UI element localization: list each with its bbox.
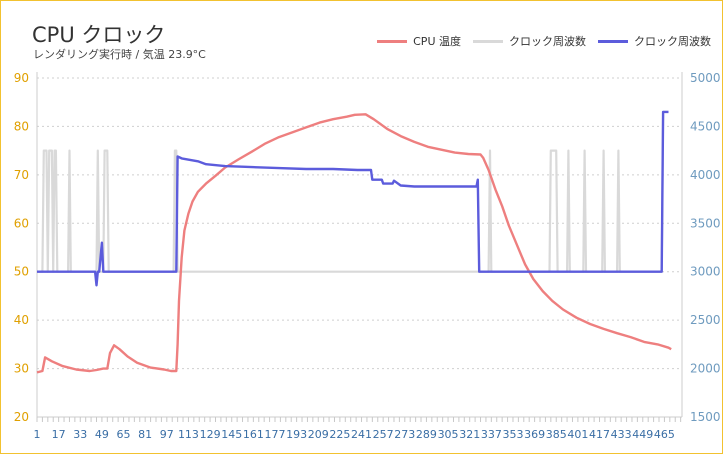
x-tick-label: 257 (373, 428, 394, 441)
series-line-temperature (36, 113, 672, 374)
y-right-tick-label: 1500 (690, 410, 721, 424)
x-tick-label: 177 (264, 428, 285, 441)
x-tick-label: 97 (160, 428, 174, 441)
x-tick-label: 289 (416, 428, 437, 441)
x-tick-label: 225 (329, 428, 350, 441)
x-tick-label: 337 (481, 428, 502, 441)
y-left-tick-label: 20 (14, 410, 29, 424)
y-left-tick-label: 60 (14, 216, 29, 230)
y-left-tick-label: 80 (14, 119, 29, 133)
x-tick-label: 145 (221, 428, 242, 441)
x-tick-label: 33 (73, 428, 87, 441)
x-tick-label: 321 (459, 428, 480, 441)
legend-swatch-clock-max (473, 39, 503, 43)
x-tick-label: 273 (394, 428, 415, 441)
chart-subtitle: レンダリング実行時 / 気温 23.9°C (33, 48, 206, 61)
x-tick-label: 81 (138, 428, 152, 441)
x-tick-label: 433 (611, 428, 632, 441)
legend-item-temperature[interactable]: CPU 温度 (377, 33, 461, 49)
y-right-tick-label: 3500 (690, 216, 721, 230)
x-tick-label: 401 (567, 428, 588, 441)
x-tick-label: 353 (502, 428, 523, 441)
x-tick-label: 1 (34, 428, 41, 441)
x-tick-label: 465 (654, 428, 675, 441)
legend-swatch-temperature (377, 39, 408, 43)
chart-title: CPU クロック (32, 23, 166, 47)
x-tick-label: 241 (351, 428, 372, 441)
x-tick-label: 161 (243, 428, 264, 441)
legend: CPU 温度 クロック周波数 クロック周波数 (365, 33, 711, 49)
series-line-clock (37, 110, 669, 287)
y-right-tick-label: 2000 (690, 362, 721, 376)
tick-labels: 20 30 40 50 60 70 80 90 1500 2000 2500 3000 3500 4000… (14, 71, 721, 441)
x-tick-label: 369 (524, 428, 545, 441)
series-lines (36, 110, 672, 374)
y-right-tick-label: 4500 (690, 119, 721, 133)
legend-item-clock-max[interactable]: クロック周波数 (473, 33, 586, 49)
x-tick-label: 193 (286, 428, 307, 441)
x-tick-label: 417 (589, 428, 610, 441)
series-line-clock-max (37, 110, 669, 273)
legend-swatch-clock (598, 39, 628, 43)
x-tick-label: 129 (200, 428, 221, 441)
x-tick-label: 49 (95, 428, 109, 441)
axes (36, 72, 683, 422)
legend-label-clock: クロック周波数 (634, 35, 711, 48)
x-tick-label: 305 (438, 428, 459, 441)
y-left-tick-label: 90 (14, 71, 29, 85)
x-tick-label: 449 (632, 428, 653, 441)
x-tick-label: 113 (178, 428, 199, 441)
x-tick-label: 209 (308, 428, 329, 441)
y-left-tick-label: 40 (14, 313, 29, 327)
y-right-tick-label: 2500 (690, 313, 721, 327)
y-right-tick-label: 4000 (690, 168, 721, 182)
y-left-tick-label: 70 (14, 168, 29, 182)
y-left-tick-label: 30 (14, 362, 29, 376)
y-right-tick-label: 5000 (690, 71, 721, 85)
x-tick-label: 17 (52, 428, 66, 441)
x-tick-label: 65 (117, 428, 131, 441)
legend-label-temperature: CPU 温度 (413, 35, 461, 48)
x-tick-label: 385 (546, 428, 567, 441)
legend-item-clock[interactable]: クロック周波数 (598, 33, 711, 49)
y-right-tick-label: 3000 (690, 265, 721, 279)
y-left-tick-label: 50 (14, 265, 29, 279)
legend-label-clock-max: クロック周波数 (509, 35, 586, 48)
